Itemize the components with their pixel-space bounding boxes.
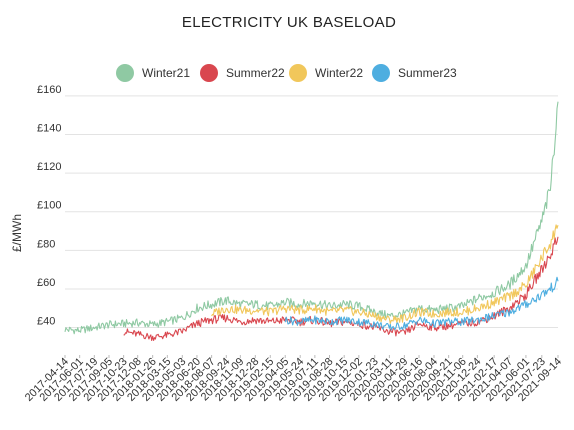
y-axis-label: £/MWh: [10, 214, 24, 252]
legend: Winter21 Summer22 Winter22 Summer23: [116, 64, 457, 82]
y-tick-label: £140: [37, 122, 61, 134]
y-tick-label: £80: [37, 238, 55, 250]
y-tick-label: £60: [37, 277, 55, 289]
y-tick-label: £100: [37, 200, 61, 212]
chart-title: ELECTRICITY UK BASELOAD: [182, 14, 396, 31]
legend-label-winter21[interactable]: Winter21: [142, 66, 190, 80]
legend-marker-summer23[interactable]: [372, 64, 390, 82]
series-line-winter21: [64, 101, 559, 335]
gridlines: [65, 95, 558, 329]
legend-label-summer23[interactable]: Summer23: [398, 66, 457, 80]
y-axis: £40 £60 £80 £100 £120 £140 £160: [37, 84, 61, 328]
legend-marker-winter22[interactable]: [289, 64, 307, 82]
y-tick-label: £120: [37, 161, 61, 173]
x-axis: 2017-04-142017-06-012017-07-192017-09-05…: [23, 355, 564, 404]
series-line-summer23: [284, 276, 559, 331]
legend-marker-winter21[interactable]: [116, 64, 134, 82]
series-line-winter22: [211, 224, 559, 325]
y-tick-label: £40: [37, 316, 55, 328]
y-tick-label: £160: [37, 84, 61, 96]
series-lines: [64, 101, 559, 342]
legend-marker-summer22[interactable]: [200, 64, 218, 82]
legend-label-summer22[interactable]: Summer22: [226, 66, 285, 80]
legend-label-winter22[interactable]: Winter22: [315, 66, 363, 80]
